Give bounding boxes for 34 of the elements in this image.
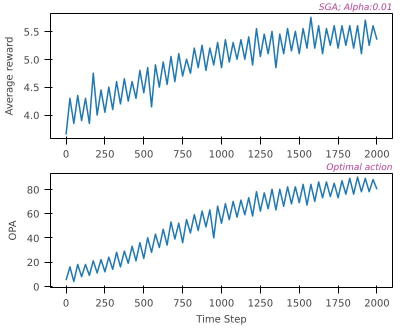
x-tick-label: 750 <box>173 150 192 160</box>
chart-title: SGA; Alpha:0.01 <box>318 3 393 13</box>
x-tick-label: 500 <box>134 150 154 160</box>
x-tick-label: 0 <box>62 298 70 310</box>
x-tick-label: 750 <box>173 298 192 310</box>
x-tick-label: 1750 <box>325 298 351 310</box>
line-series <box>65 176 378 282</box>
x-tick-label: 2000 <box>364 298 390 310</box>
y-tick-label: 5.0 <box>24 55 40 66</box>
x-tick-label: 2000 <box>364 150 390 160</box>
x-tick-label: 1500 <box>286 298 312 310</box>
y-tick-label: 0 <box>33 282 40 294</box>
x-tick-label: 1250 <box>248 298 274 310</box>
y-axis-title: Average reward <box>4 36 16 116</box>
y-tick-label: 4.0 <box>24 111 40 122</box>
y-tick-label: 4.5 <box>24 83 40 94</box>
x-tick-label: 1750 <box>325 150 351 160</box>
x-tick-label: 0 <box>62 150 70 160</box>
x-tick-label: 1250 <box>248 150 274 160</box>
chart-title: Optimal action <box>326 163 393 173</box>
y-tick-label: 40 <box>26 234 40 245</box>
y-tick-label: 60 <box>26 210 40 221</box>
line-series <box>65 16 378 136</box>
y-tick-label: 5.5 <box>24 27 40 38</box>
x-tick-label: 1000 <box>208 150 234 160</box>
y-tick-label: 20 <box>26 258 40 270</box>
x-tick-label: 250 <box>95 298 114 310</box>
x-tick-label: 1000 <box>208 298 234 310</box>
x-tick-label: 250 <box>95 150 114 160</box>
x-axis-title: Time Step <box>195 314 247 326</box>
x-tick-label: 500 <box>134 298 154 310</box>
y-axis-title: OPA <box>8 220 19 241</box>
x-tick-label: 1500 <box>286 150 312 160</box>
y-tick-label: 80 <box>26 185 40 196</box>
